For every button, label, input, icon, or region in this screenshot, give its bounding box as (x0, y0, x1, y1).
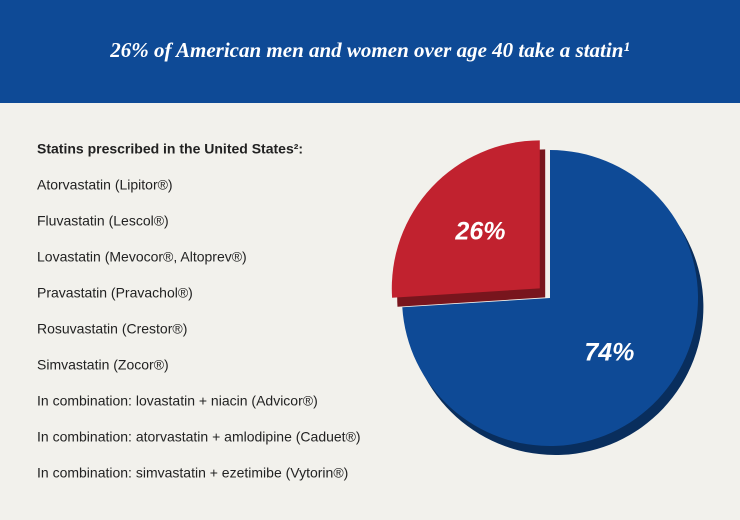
list-item: Rosuvastatin (Crestor®) (37, 321, 187, 337)
list-item: Lovastatin (Mevocor®, Altoprev®) (37, 249, 247, 265)
value-label: 74% (584, 338, 634, 366)
list-item: Simvastatin (Zocor®) (37, 357, 169, 373)
list-item: Fluvastatin (Lescol®) (37, 213, 169, 229)
list-item: In combination: simvastatin + ezetimibe … (37, 465, 348, 481)
chart-title: 26% of American men and women over age 4… (109, 38, 629, 62)
list-item: In combination: atorvastatin + amlodipin… (37, 429, 361, 445)
list-item: Pravastatin (Pravachol®) (37, 285, 193, 301)
slice (402, 150, 699, 446)
slice (391, 140, 540, 298)
list-item: In combination: lovastatin + niacin (Adv… (37, 393, 318, 409)
list-heading: Statins prescribed in the United States²… (37, 141, 303, 157)
header-band (0, 0, 740, 103)
list-item: Atorvastatin (Lipitor®) (37, 177, 173, 193)
value-label: 26% (454, 217, 505, 245)
